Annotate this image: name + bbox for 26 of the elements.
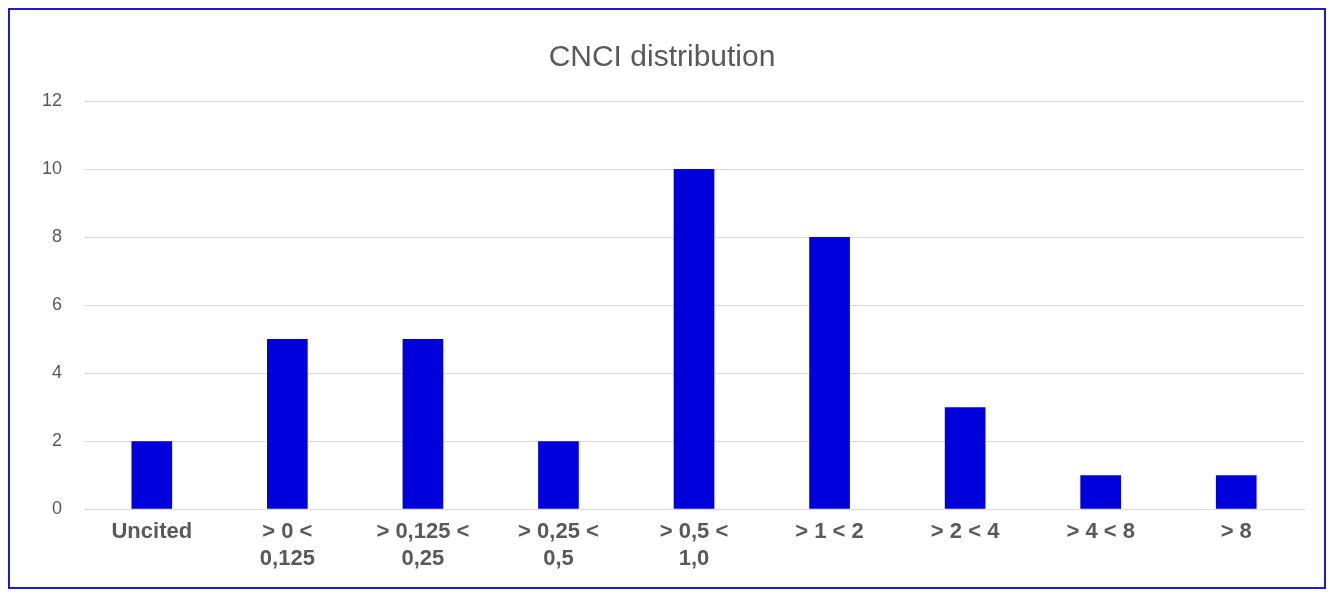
y-tick-label: 4 (52, 362, 63, 383)
x-tick-label: > 0 < 0,125 (259, 518, 315, 570)
bar (1215, 475, 1257, 509)
bar (402, 339, 444, 509)
x-tick-label: > 0,125 < 0,25 (376, 518, 470, 570)
bar (267, 339, 308, 509)
x-tick-label: > 2 < 4 (930, 518, 1001, 544)
y-tick-label: 6 (52, 294, 63, 315)
chart-title: CNCI distribution (548, 39, 776, 73)
x-tick-label: > 0,5 < 1,0 (659, 518, 729, 570)
bar (944, 407, 986, 509)
bar (673, 169, 715, 509)
x-tick-label: > 0,25 < 0,5 (518, 518, 599, 570)
bar (1080, 475, 1121, 509)
y-tick-label: 10 (41, 158, 63, 178)
y-tick-label: 0 (52, 498, 63, 519)
bar (809, 237, 850, 509)
x-tick-label: Uncited (111, 518, 193, 544)
x-tick-label: > 1 < 2 (795, 518, 864, 544)
y-tick-label: 8 (52, 226, 63, 247)
y-tick-label: 12 (41, 89, 63, 110)
bar (538, 441, 579, 509)
bar (131, 441, 173, 509)
x-tick-label: > 8 (1220, 518, 1252, 544)
y-tick-label: 2 (52, 430, 63, 451)
x-tick-label: > 4 < 8 (1066, 518, 1135, 544)
